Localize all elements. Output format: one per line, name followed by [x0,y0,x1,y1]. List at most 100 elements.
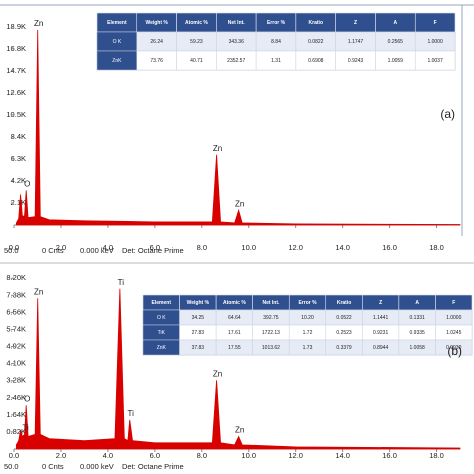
y-tick-label: 6.56K [6,307,26,316]
table-text: 10.20 [301,315,314,321]
x-tick-label: 14.0 [335,243,350,252]
footer-text: 50.0 [4,462,19,471]
table-header: F [452,300,455,306]
table-cell [414,50,456,71]
table-header: Z [379,300,382,306]
peak-label: O [24,394,30,403]
table-header: A [394,20,398,26]
table-header: Atomic % [185,20,208,26]
table-text: 2352.57 [227,58,245,64]
table-text: 1.0037 [427,58,443,64]
x-tick-label: 6.0 [150,243,160,252]
peak-label: Ti [118,278,125,287]
x-tick-label: 4.0 [103,243,113,252]
y-tick-label: 4.2K [11,176,26,185]
x-tick-label: 0.0 [9,243,19,252]
peak-label: Zn [235,426,244,435]
table-text: 1.73 [303,345,313,351]
y-tick-label: 16.8K [6,44,26,53]
table-text: O K [157,315,166,321]
table-text: 0.0522 [336,315,352,321]
x-tick-label: 10.0 [241,243,256,252]
table-text: 73.76 [150,58,163,64]
spectrum-area [15,288,461,450]
table-text: 0.2565 [388,39,404,45]
table-header: F [434,20,437,26]
panel-label: (b) [447,344,462,358]
table-text: 0.9930 [446,345,462,351]
peak-label: Ti [128,409,135,418]
table-text: 0.9335 [410,330,426,336]
y-tick-label: 2.46K [6,393,26,402]
table-text: 0.1331 [410,315,426,321]
table-text: 343.36 [229,39,245,45]
footer-text: 50.0 [4,246,19,255]
table-text: 1.0000 [446,315,462,321]
table-text: 1013.62 [262,345,280,351]
table-header: Net Int. [262,300,280,306]
table-header: Weight % [145,20,168,26]
y-tick-label: 8.4K [11,132,26,141]
table-cell [435,339,473,356]
table-text: TiK [158,330,166,336]
table-text: 8.84 [271,39,281,45]
table-text: 0.9243 [348,58,364,64]
x-tick-label: 12.0 [288,451,303,460]
table-text: 1.72 [303,330,313,336]
table-header: Weight % [187,300,210,306]
table-text: 26.24 [150,39,163,45]
table-text: 59.23 [190,39,203,45]
x-tick-label: 16.0 [382,243,397,252]
y-tick-label: 3.28K [6,376,26,385]
table-text: 37.83 [192,345,205,351]
y-tick-label: 14.7K [6,66,26,75]
peak-label: Zn [213,144,222,153]
table-text: 0.8944 [373,345,389,351]
table-text: ZnK [157,345,167,351]
table-text: 34.25 [192,315,205,321]
peak-label: Zn [235,199,244,208]
table-text: 0.3379 [336,345,352,351]
table-text: O K [113,39,122,45]
peak-label: O [24,179,30,188]
x-tick-label: 18.0 [429,243,444,252]
x-tick-label: 0.0 [9,451,19,460]
table-text: 1.0000 [427,39,443,45]
x-tick-label: 6.0 [150,451,160,460]
x-tick-label: 18.0 [429,451,444,460]
x-tick-label: 8.0 [197,243,207,252]
table-text: ZnK [112,58,122,64]
peak-label: Zn [34,287,43,296]
table-text: 0.9231 [373,330,389,336]
table-text: 1.0059 [388,58,404,64]
table-text: 1.0245 [446,330,462,336]
table-text: 1.1441 [373,315,389,321]
table-text: 1.0058 [410,345,426,351]
y-tick-label: 4.10K [6,359,26,368]
y-tick-label: 5.74K [6,324,26,333]
y-tick-label: 4.92K [6,342,26,351]
y-tick-label: 7.38K [6,290,26,299]
x-tick-label: 2.0 [56,451,66,460]
y-tick-label: 2.1K [11,198,26,207]
x-tick-label: 8.0 [197,451,207,460]
table-header: Kratio [309,20,323,26]
footer-text: 0.000 keV [80,462,114,471]
y-tick-label: 1.64K [6,410,26,419]
x-tick-label: 4.0 [103,451,113,460]
table-text: 392.75 [263,315,279,321]
y-tick-label: 0.82K [6,427,26,436]
table-text: 1.31 [271,58,281,64]
x-tick-label: 12.0 [288,243,303,252]
table-text: 1.1747 [348,39,364,45]
footer-text: Det: Octane Prime [122,246,184,255]
footer-text: 0.000 keV [80,246,114,255]
y-tick-label: 8.20K [6,273,26,282]
y-tick-label: 6.3K [11,154,26,163]
y-tick-label: 12.6K [6,88,26,97]
table-text: 40.71 [190,58,203,64]
table-text: 1722.13 [262,330,280,336]
y-tick-label: 10.5K [6,110,26,119]
